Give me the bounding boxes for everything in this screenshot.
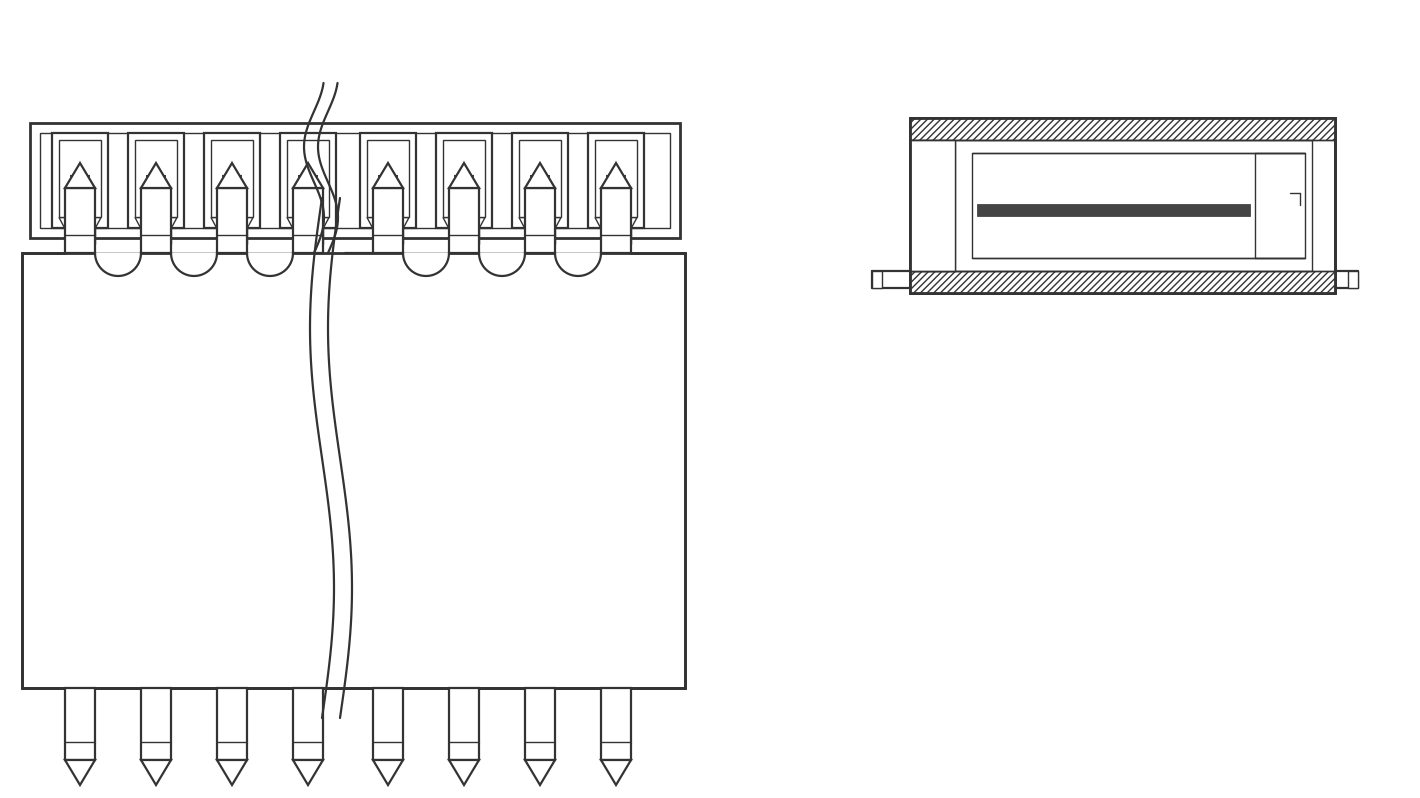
Bar <box>293 688 322 760</box>
Bar <box>65 688 95 760</box>
Polygon shape <box>293 760 322 785</box>
Bar <box>141 688 170 760</box>
Polygon shape <box>601 163 630 188</box>
Bar <box>366 140 409 218</box>
Polygon shape <box>247 253 293 276</box>
Bar <box>217 688 247 760</box>
Bar <box>449 188 479 253</box>
Polygon shape <box>525 760 555 785</box>
Bar <box>973 153 1305 258</box>
Polygon shape <box>449 760 479 785</box>
Bar <box>141 228 172 244</box>
Bar <box>217 188 247 253</box>
Bar <box>449 228 480 244</box>
Bar <box>60 140 101 218</box>
Polygon shape <box>555 253 601 276</box>
Polygon shape <box>212 218 253 228</box>
Bar <box>65 188 95 253</box>
Bar <box>443 140 486 218</box>
Bar <box>53 133 108 228</box>
Polygon shape <box>95 253 141 276</box>
Polygon shape <box>373 163 403 188</box>
Bar <box>217 228 247 244</box>
Bar <box>1348 271 1358 288</box>
Polygon shape <box>373 760 403 785</box>
Polygon shape <box>443 218 486 228</box>
Bar <box>373 188 403 253</box>
Bar <box>601 688 630 760</box>
Bar <box>601 228 632 244</box>
Bar <box>287 140 329 218</box>
Bar <box>977 204 1250 216</box>
Bar <box>372 228 403 244</box>
Polygon shape <box>60 218 101 228</box>
Bar <box>910 140 956 271</box>
Polygon shape <box>65 163 95 188</box>
Bar <box>910 140 956 271</box>
Polygon shape <box>170 253 217 276</box>
Polygon shape <box>479 253 525 276</box>
Bar <box>910 118 1335 293</box>
Polygon shape <box>518 218 561 228</box>
Polygon shape <box>525 163 555 188</box>
Bar <box>588 133 645 228</box>
Bar <box>525 188 555 253</box>
Bar <box>601 188 630 253</box>
Bar <box>204 133 260 228</box>
Bar <box>525 688 555 760</box>
Polygon shape <box>595 218 638 228</box>
Polygon shape <box>293 163 322 188</box>
Bar <box>436 133 491 228</box>
Bar <box>64 228 95 244</box>
Polygon shape <box>65 760 95 785</box>
Bar <box>910 118 1335 140</box>
Polygon shape <box>217 760 247 785</box>
Bar <box>30 123 680 238</box>
Bar <box>21 253 684 688</box>
Polygon shape <box>366 218 409 228</box>
Polygon shape <box>287 218 329 228</box>
Bar <box>361 133 416 228</box>
Polygon shape <box>449 163 479 188</box>
Bar <box>293 188 322 253</box>
Bar <box>449 688 479 760</box>
Bar <box>872 271 882 288</box>
Bar <box>280 133 337 228</box>
Bar <box>518 140 561 218</box>
Bar <box>524 228 555 244</box>
Bar <box>373 688 403 760</box>
Polygon shape <box>601 760 630 785</box>
Bar <box>293 228 324 244</box>
Bar <box>135 140 178 218</box>
Polygon shape <box>141 163 170 188</box>
Bar <box>513 133 568 228</box>
Polygon shape <box>217 163 247 188</box>
Bar <box>910 118 1335 293</box>
Polygon shape <box>403 253 449 276</box>
Bar <box>595 140 638 218</box>
Bar <box>141 188 170 253</box>
Polygon shape <box>141 760 170 785</box>
Bar <box>40 133 670 228</box>
Bar <box>910 271 1335 293</box>
Polygon shape <box>135 218 178 228</box>
Bar <box>212 140 253 218</box>
Bar <box>128 133 185 228</box>
